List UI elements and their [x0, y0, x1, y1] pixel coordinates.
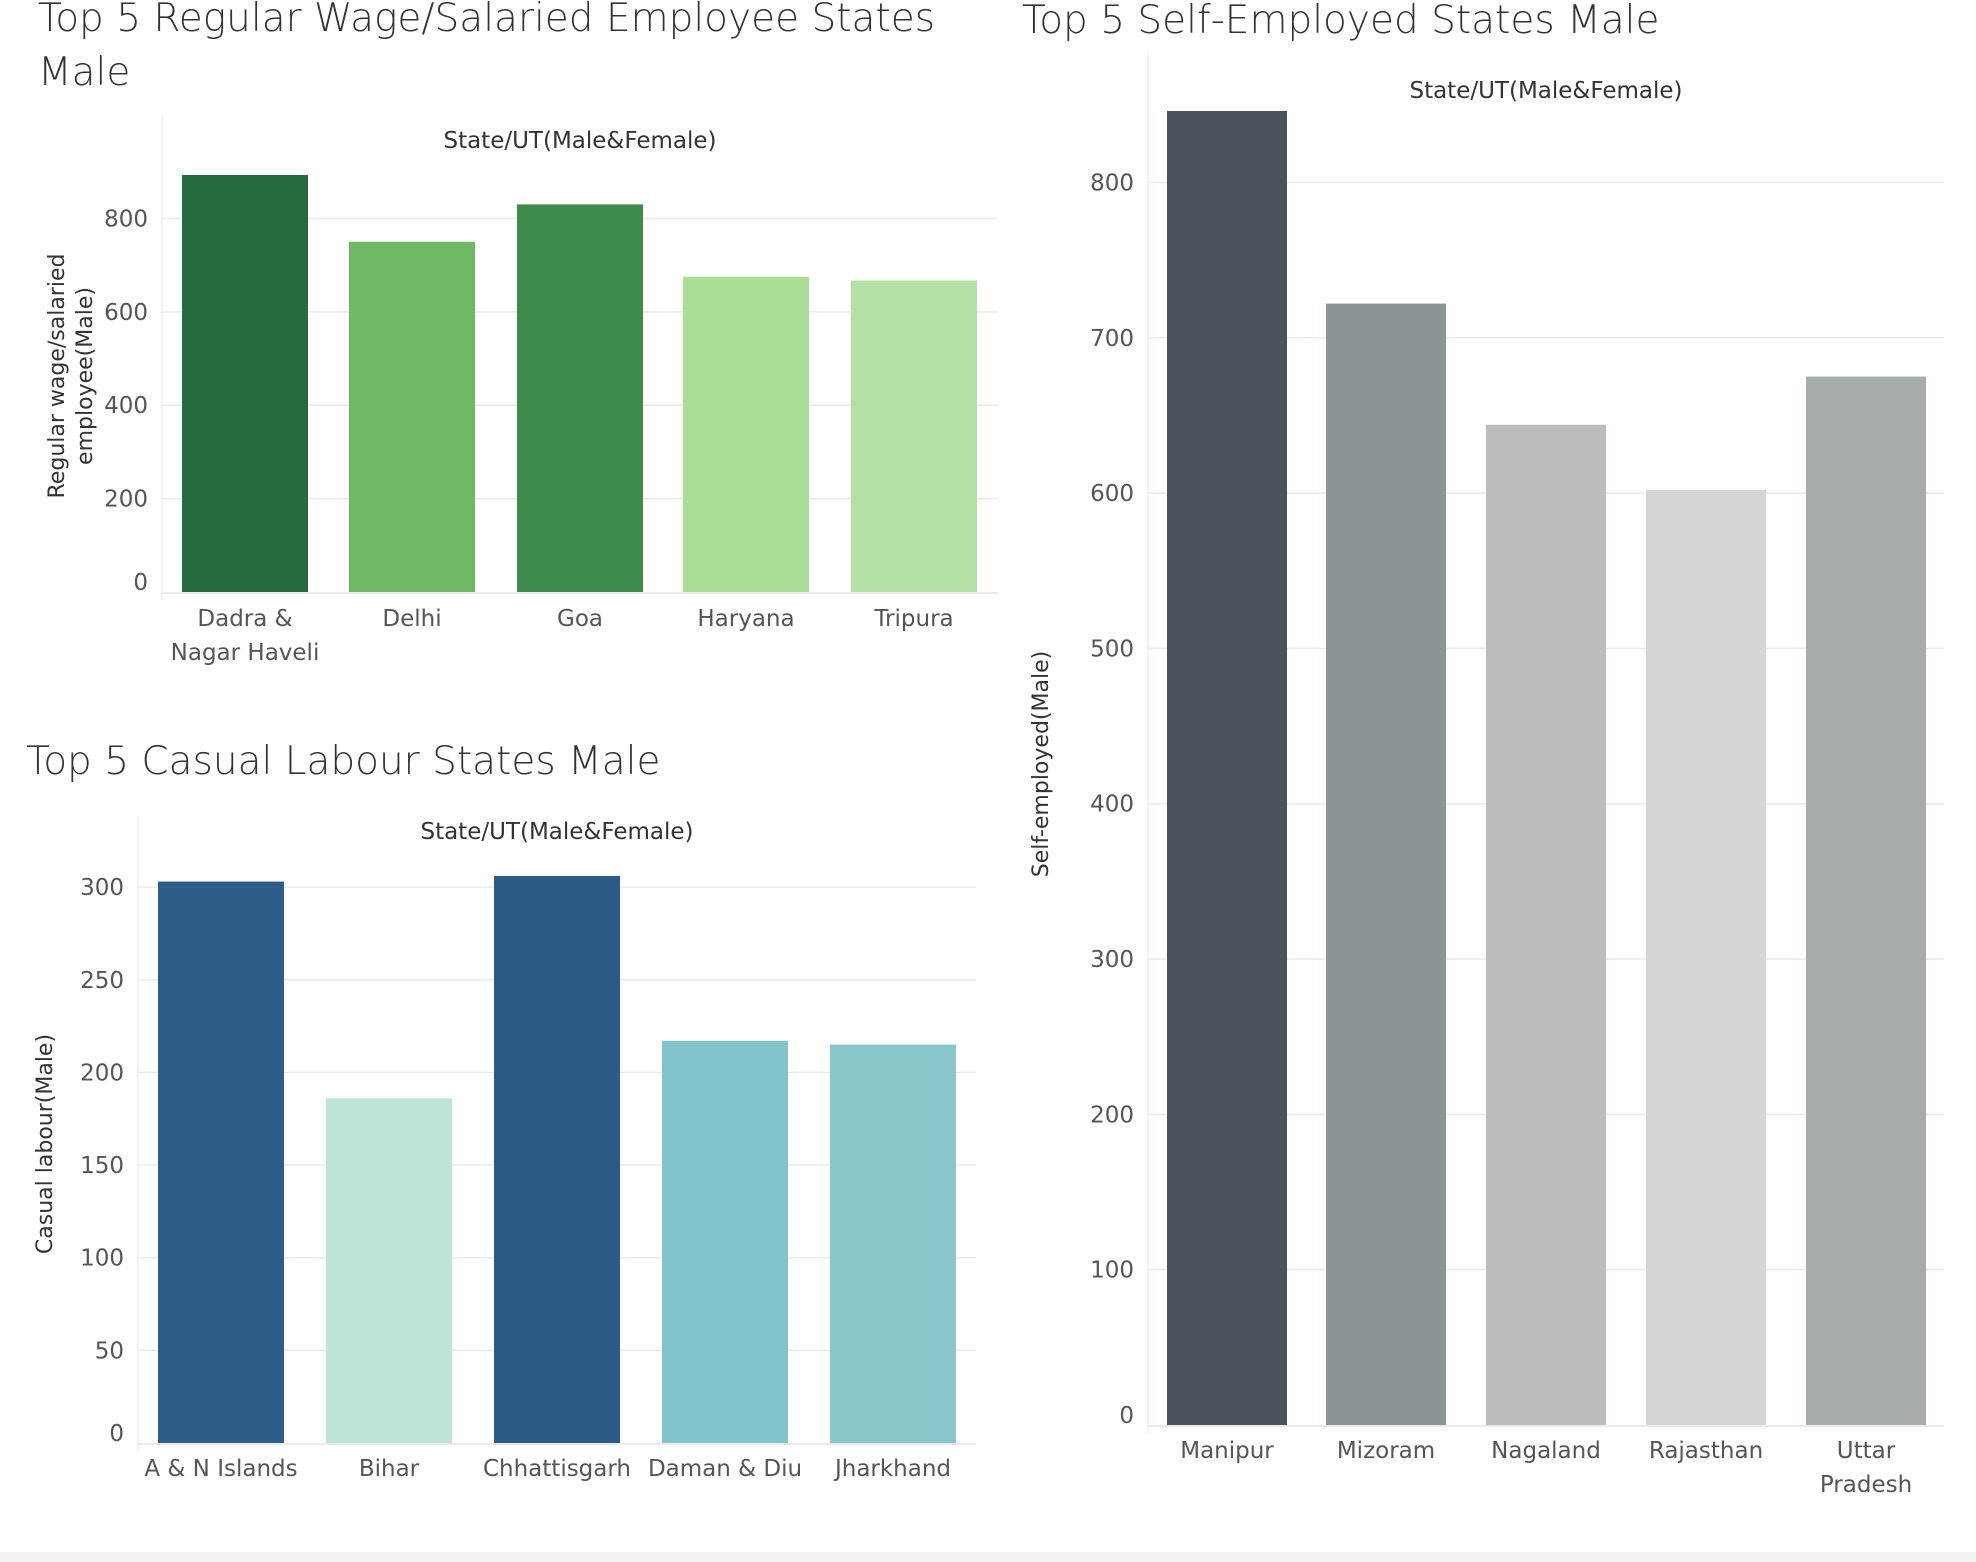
- y-tick-label: 0: [133, 570, 148, 596]
- y-tick-label: 50: [95, 1338, 124, 1364]
- y-tick-label: 200: [104, 487, 148, 513]
- y-tick-label: 300: [80, 875, 124, 901]
- x-tick-label: Goa: [557, 606, 603, 632]
- y-tick-label: 300: [1090, 947, 1134, 973]
- chart-title-self-employed: Top 5 Self-Employed States Male: [1022, 0, 1660, 43]
- bar-chhattisgarh[interactable]: [494, 876, 620, 1443]
- bar-nagaland[interactable]: [1486, 424, 1606, 1425]
- bar-uttar-pradesh[interactable]: [1806, 376, 1926, 1426]
- bar-dadra-nagar-haveli[interactable]: [182, 175, 308, 592]
- y-tick-label: 250: [80, 968, 124, 994]
- y-tick-label: 0: [1119, 1403, 1134, 1429]
- y-tick-label: 600: [104, 300, 148, 326]
- x-tick-label: Jharkhand: [833, 1456, 951, 1482]
- y-tick-label: 400: [1090, 792, 1134, 818]
- bar-bihar[interactable]: [326, 1098, 452, 1443]
- bar-jharkhand[interactable]: [830, 1044, 956, 1443]
- y-tick-label: 800: [104, 206, 148, 232]
- chart-0: 0 200 400 600 800 Dadra & Nagar Haveli Delhi Goa…: [45, 115, 998, 666]
- y-axis-title: Casual labour(Male): [33, 1034, 58, 1254]
- x-axis-title: State/UT(Male&Female): [1409, 78, 1682, 104]
- bar-daman-diu[interactable]: [662, 1040, 788, 1443]
- x-axis-title: State/UT(Male&Female): [443, 128, 716, 154]
- y-tick-label: 600: [1090, 481, 1134, 507]
- chart-1: 0 50 100 150 200 250 300 A & N Islands Bihar Chha…: [33, 816, 976, 1482]
- x-tick-label: Uttar Pradesh: [1820, 1438, 1912, 1498]
- footer-strip: [0, 1552, 1976, 1562]
- x-tick-label: Manipur: [1180, 1438, 1274, 1464]
- x-tick-label: Mizoram: [1337, 1438, 1435, 1464]
- x-tick-label: Daman & Diu: [648, 1456, 802, 1482]
- x-axis-title: State/UT(Male&Female): [420, 819, 693, 845]
- y-tick-label: 500: [1090, 636, 1134, 662]
- x-tick-label: Chhattisgarh: [483, 1456, 631, 1482]
- y-axis-title: Self-employed(Male): [1029, 651, 1054, 877]
- bar-manipur[interactable]: [1167, 111, 1287, 1425]
- y-tick-label: 0: [109, 1421, 124, 1447]
- bar-mizoram[interactable]: [1326, 303, 1446, 1426]
- x-tick-label: Haryana: [697, 606, 794, 632]
- chart-title-regular-wage: Top 5 Regular Wage/Salaried Employee Sta…: [38, 0, 936, 95]
- y-tick-label: 700: [1090, 326, 1134, 352]
- bar-a-n-islands[interactable]: [158, 881, 284, 1443]
- chart-title-casual-labour: Top 5 Casual Labour States Male: [26, 739, 661, 784]
- bar-goa[interactable]: [517, 204, 643, 592]
- bar-rajasthan[interactable]: [1646, 489, 1766, 1425]
- y-tick-label: 100: [80, 1246, 124, 1272]
- y-tick-label: 200: [1090, 1102, 1134, 1128]
- x-tick-label: Nagaland: [1491, 1438, 1601, 1464]
- x-tick-label: Delhi: [382, 606, 441, 632]
- y-tick-label: 100: [1090, 1258, 1134, 1284]
- y-tick-label: 200: [80, 1060, 124, 1086]
- x-tick-label: A & N Islands: [144, 1456, 297, 1482]
- y-tick-label: 150: [80, 1153, 124, 1179]
- x-tick-label: Rajasthan: [1649, 1438, 1763, 1464]
- bar-tripura[interactable]: [851, 280, 977, 592]
- chart-2: 0 100 200 300 400 500 600 700 800 Manipur Mizoram N…: [1029, 51, 1944, 1498]
- bar-delhi[interactable]: [349, 241, 475, 592]
- y-tick-label: 400: [104, 393, 148, 419]
- x-tick-label: Tripura: [873, 606, 953, 632]
- y-axis-title: Regular wage/salaried employee(Male): [45, 254, 98, 499]
- x-tick-label: Dadra & Nagar Haveli: [171, 606, 320, 666]
- x-tick-label: Bihar: [359, 1456, 420, 1482]
- y-tick-label: 800: [1090, 170, 1134, 196]
- bar-haryana[interactable]: [683, 276, 809, 592]
